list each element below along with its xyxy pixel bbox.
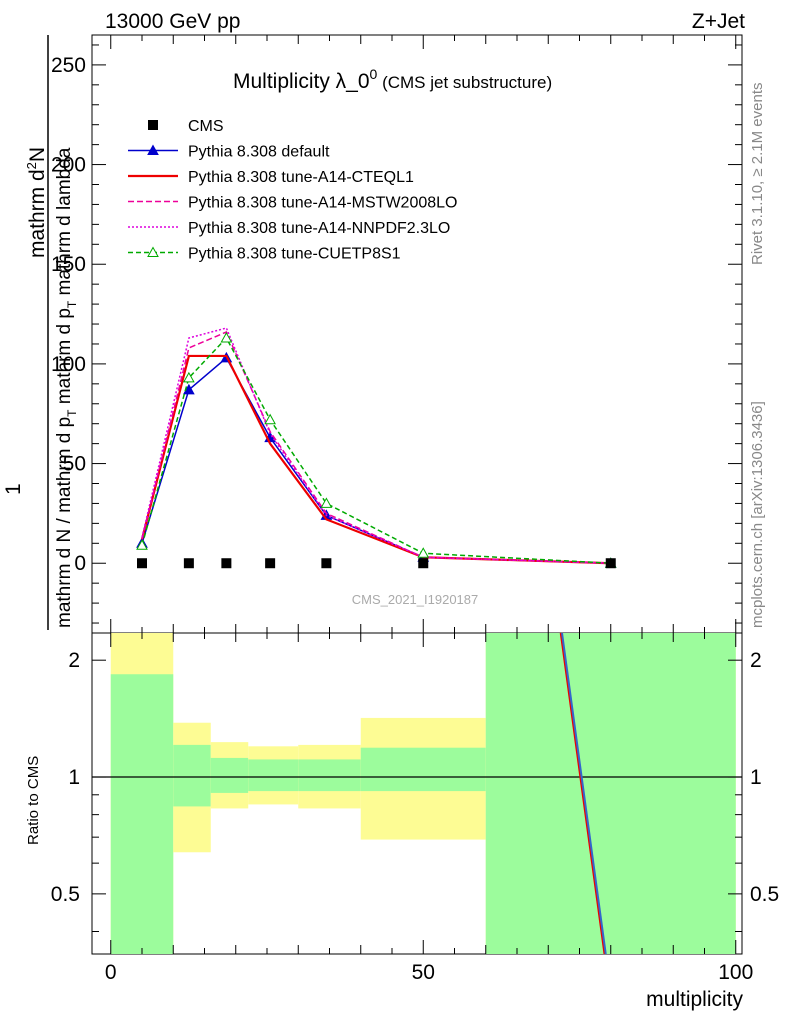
series-line	[141, 336, 611, 564]
chart-title: Multiplicity λ_00 (CMS jet substructure)	[233, 66, 552, 93]
upper-ylabel: 1 mathrm d2N mathrm d N / mathrm d pT ma…	[2, 35, 79, 630]
ratio-tick-label: 2	[68, 649, 80, 672]
legend-label: Pythia 8.308 tune-A14-MSTW2008LO	[188, 195, 457, 212]
header-right: Z+Jet	[692, 10, 745, 33]
upper-ylabel-one: 1	[2, 483, 25, 495]
series-marker	[136, 539, 148, 550]
x-tick-label: 100	[718, 961, 753, 984]
chart-title-sup: 0	[370, 66, 378, 82]
legend-label: Pythia 8.308 tune-A14-NNPDF2.3LO	[188, 220, 450, 237]
y-tick-label: 250	[51, 54, 86, 77]
data-point	[321, 558, 332, 569]
ratio-band-inner	[485, 633, 736, 954]
x-axis-label: multiplicity	[646, 988, 743, 1011]
series-marker	[183, 371, 195, 383]
legend-label: Pythia 8.308 default	[188, 144, 330, 161]
upper-ylabel-numerator: mathrm d2N	[24, 147, 49, 258]
data-point	[418, 558, 429, 569]
legend-marker-cms	[148, 120, 158, 130]
legend: CMS Pythia 8.308 default Pythia 8.308 tune…	[128, 118, 457, 263]
legend-label: Pythia 8.308 tune-A14-CTEQL1	[188, 169, 414, 186]
ratio-band-inner	[110, 674, 174, 954]
legend-marker	[147, 144, 159, 155]
upper-ylabel-denominator: mathrm d N / mathrm d pT mathrm d pT mat…	[54, 147, 79, 628]
ratio-tick-label-right: 2	[750, 649, 762, 672]
y-tick-label: 100	[51, 353, 86, 376]
series-marker	[264, 413, 276, 425]
series-line	[140, 354, 611, 565]
rivet-label: Rivet 3.1.10, ≥ 2.1M events	[749, 83, 766, 266]
y-tick-label: 200	[51, 154, 86, 177]
x-tick-label: 50	[412, 961, 435, 984]
header-left: 13000 GeV pp	[105, 10, 240, 33]
ratio-band-inner	[173, 744, 211, 807]
legend-label: Pythia 8.308 tune-CUETP8S1	[188, 246, 401, 263]
ratio-plot-frame	[91, 632, 743, 955]
series-line	[141, 356, 611, 564]
axes: 0 50 100 150 200 250 0 50 100 0.5 0.5 1 1 2 2	[51, 35, 779, 984]
ratio-tick-label: 0.5	[51, 883, 80, 906]
main-series	[136, 327, 617, 569]
data-point	[221, 558, 232, 569]
chart-title-note: (CMS jet substructure)	[377, 73, 552, 92]
watermark: CMS_2021_I1920187	[352, 592, 479, 607]
series-marker	[417, 547, 430, 558]
ratio-lines	[559, 632, 607, 955]
legend-marker	[147, 246, 159, 257]
y-tick-label: 150	[51, 253, 86, 276]
ratio-tick-label-right: 1	[750, 766, 762, 789]
data-point	[265, 558, 276, 569]
data-point	[183, 558, 194, 569]
y-tick-label: 50	[63, 453, 86, 476]
ratio-band-inner	[210, 757, 249, 793]
series-line	[141, 331, 611, 564]
ratio-tick-label: 1	[68, 766, 80, 789]
data-point	[137, 558, 147, 569]
ratio-band-inner	[298, 759, 361, 792]
legend-label: CMS	[188, 118, 224, 135]
y-tick-label: 0	[74, 552, 86, 575]
mcplots-label: mcplots.cern.ch [arXiv:1306.3436]	[749, 401, 766, 628]
ratio-line	[561, 632, 607, 955]
ratio-line	[559, 632, 606, 955]
ratio-band-inner	[248, 759, 299, 792]
data-point	[605, 558, 616, 569]
x-tick-label: 0	[105, 961, 117, 984]
ratio-bands	[92, 633, 742, 954]
series-marker	[320, 497, 333, 508]
series-line	[141, 327, 611, 564]
ratio-band-inner	[360, 747, 486, 792]
ratio-ylabel: Ratio to CMS	[25, 756, 42, 845]
series-marker	[220, 331, 233, 343]
ratio-tick-label-right: 0.5	[750, 883, 779, 906]
